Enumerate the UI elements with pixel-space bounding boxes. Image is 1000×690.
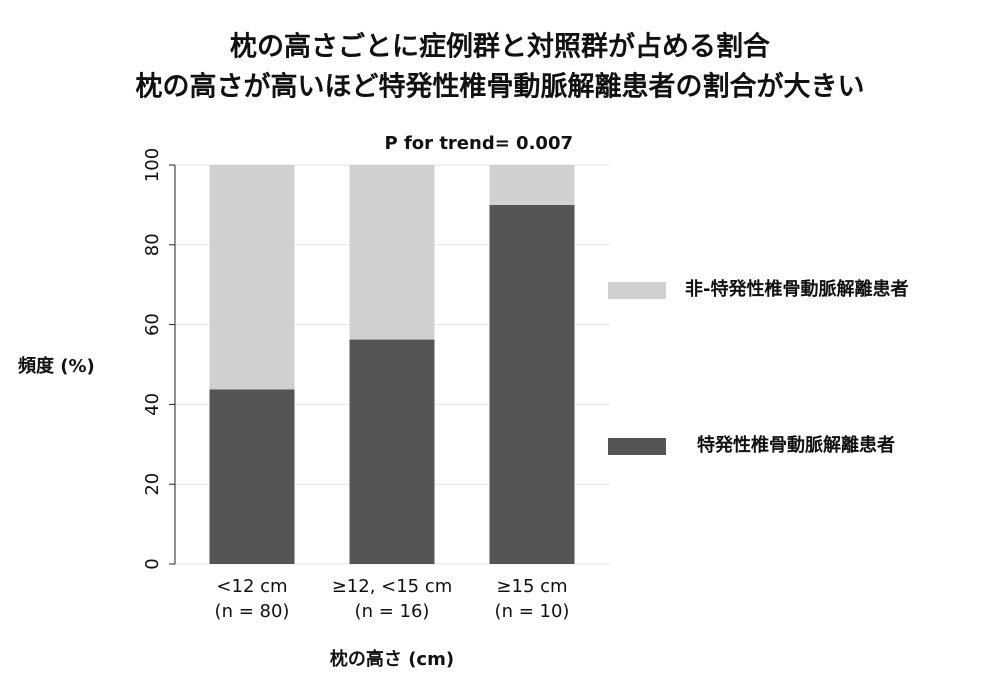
y-tick-label: 80 [142, 233, 163, 256]
x-tick-label: ≥15 cm [496, 576, 567, 597]
y-tick-label: 60 [142, 313, 163, 336]
y-tick-label: 40 [142, 393, 163, 416]
y-tick-label: 100 [142, 148, 163, 182]
y-axis-label: 頻度 (%) [18, 355, 95, 377]
x-tick-label: (n = 16) [355, 601, 430, 622]
legend-swatch [608, 438, 666, 455]
bar-segment [489, 165, 575, 205]
x-tick-label: <12 cm [216, 576, 287, 597]
bar-segment [349, 165, 435, 340]
x-tick-label: (n = 80) [215, 601, 290, 622]
x-tick-label: ≥12, <15 cm [332, 576, 453, 597]
y-tick-label: 20 [142, 473, 163, 496]
bar-segment [209, 389, 295, 564]
chart-title: 枕の高さごとに症例群と対照群が占める割合 [230, 31, 770, 63]
bar-segment [349, 339, 435, 564]
y-tick-label: 0 [142, 558, 163, 569]
chart-title: 枕の高さが高いほど特発性椎骨動脈解離患者の割合が大きい [136, 71, 865, 103]
legend-label: 非-特発性椎骨動脈解離患者 [685, 278, 908, 300]
legend-label: 特発性椎骨動脈解離患者 [697, 434, 895, 456]
x-axis-label: 枕の高さ (cm) [330, 648, 454, 670]
legend-swatch [608, 282, 666, 299]
bar-segment [209, 165, 295, 390]
annotation: P for trend= 0.007 [385, 133, 573, 154]
bar-segment [489, 204, 575, 564]
x-tick-label: (n = 10) [495, 601, 570, 622]
